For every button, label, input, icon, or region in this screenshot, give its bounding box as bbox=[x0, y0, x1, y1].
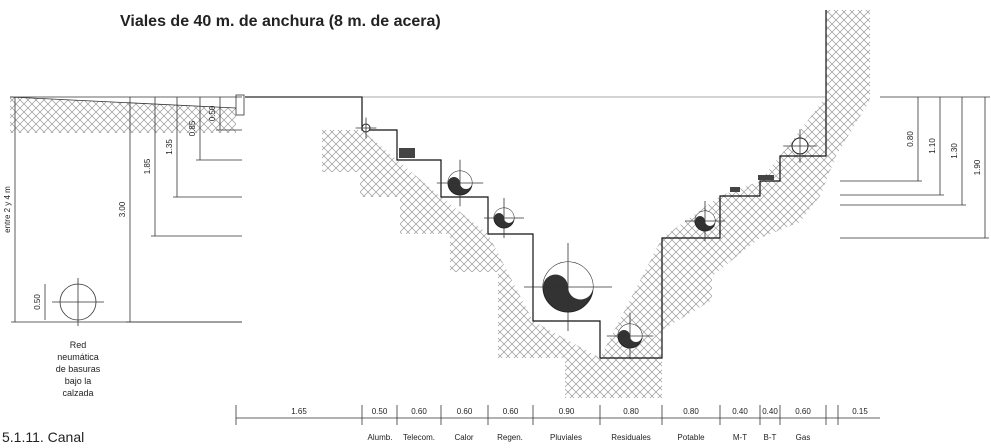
note: neumática bbox=[57, 352, 99, 362]
utility-label: Residuales bbox=[611, 433, 651, 442]
bottom-dimension: 0.40 bbox=[762, 407, 778, 416]
left-dimension: 0.85 bbox=[188, 120, 197, 136]
bottom-dimension: 0.60 bbox=[411, 407, 427, 416]
caption: 5.1.11. Canal bbox=[2, 429, 84, 445]
utility-label: Alumb. bbox=[368, 433, 393, 442]
note: de basuras bbox=[56, 364, 101, 374]
note: calzada bbox=[62, 388, 93, 398]
utility-label: Gas bbox=[796, 433, 811, 442]
utility-label: Regen. bbox=[497, 433, 523, 442]
trench-profile bbox=[245, 10, 827, 359]
left-dimension: entre 2 y 4 m bbox=[3, 186, 12, 233]
bottom-dimension: 0.15 bbox=[852, 407, 868, 416]
note: bajo la bbox=[65, 376, 92, 386]
left-dimension: 1.85 bbox=[143, 158, 152, 174]
trench-hatch bbox=[322, 10, 870, 398]
conduit-block bbox=[399, 148, 415, 158]
utility-label: Telecom. bbox=[403, 433, 435, 442]
utility-label: M-T bbox=[733, 433, 747, 442]
conduit-block bbox=[730, 187, 740, 192]
left-dimension: 1.35 bbox=[165, 139, 174, 155]
sidewalk-slope bbox=[9, 96, 237, 109]
conduit-block bbox=[758, 175, 774, 180]
bottom-dimension: 0.90 bbox=[559, 407, 575, 416]
left-dimension: 3.00 bbox=[118, 201, 127, 217]
bottom-dimension: 0.60 bbox=[503, 407, 519, 416]
right-dimension: 1.10 bbox=[928, 138, 937, 154]
curb bbox=[235, 94, 245, 116]
utility-label: Pluviales bbox=[550, 433, 582, 442]
bottom-dimension: 1.65 bbox=[291, 407, 307, 416]
bottom-dimension: 0.60 bbox=[795, 407, 811, 416]
bottom-dimension: 0.50 bbox=[372, 407, 388, 416]
right-dimension: 1.90 bbox=[973, 159, 982, 175]
note: Red bbox=[70, 340, 87, 350]
sidewalk-left bbox=[10, 97, 236, 133]
utility-label: B-T bbox=[764, 433, 777, 442]
title: Viales de 40 m. de anchura (8 m. de acer… bbox=[120, 13, 441, 30]
bottom-dimension: 0.80 bbox=[623, 407, 639, 416]
bottom-dimension: 0.80 bbox=[683, 407, 699, 416]
right-dimension: 0.80 bbox=[906, 131, 915, 147]
left-dimension: 0.50 bbox=[208, 105, 217, 121]
right-dimension: 1.30 bbox=[950, 143, 959, 159]
circle-dimension: 0.50 bbox=[33, 294, 42, 310]
utility-label: Calor bbox=[454, 433, 473, 442]
bottom-dimension: 0.40 bbox=[732, 407, 748, 416]
utility-label: Potable bbox=[677, 433, 705, 442]
bottom-dimension: 0.60 bbox=[457, 407, 473, 416]
